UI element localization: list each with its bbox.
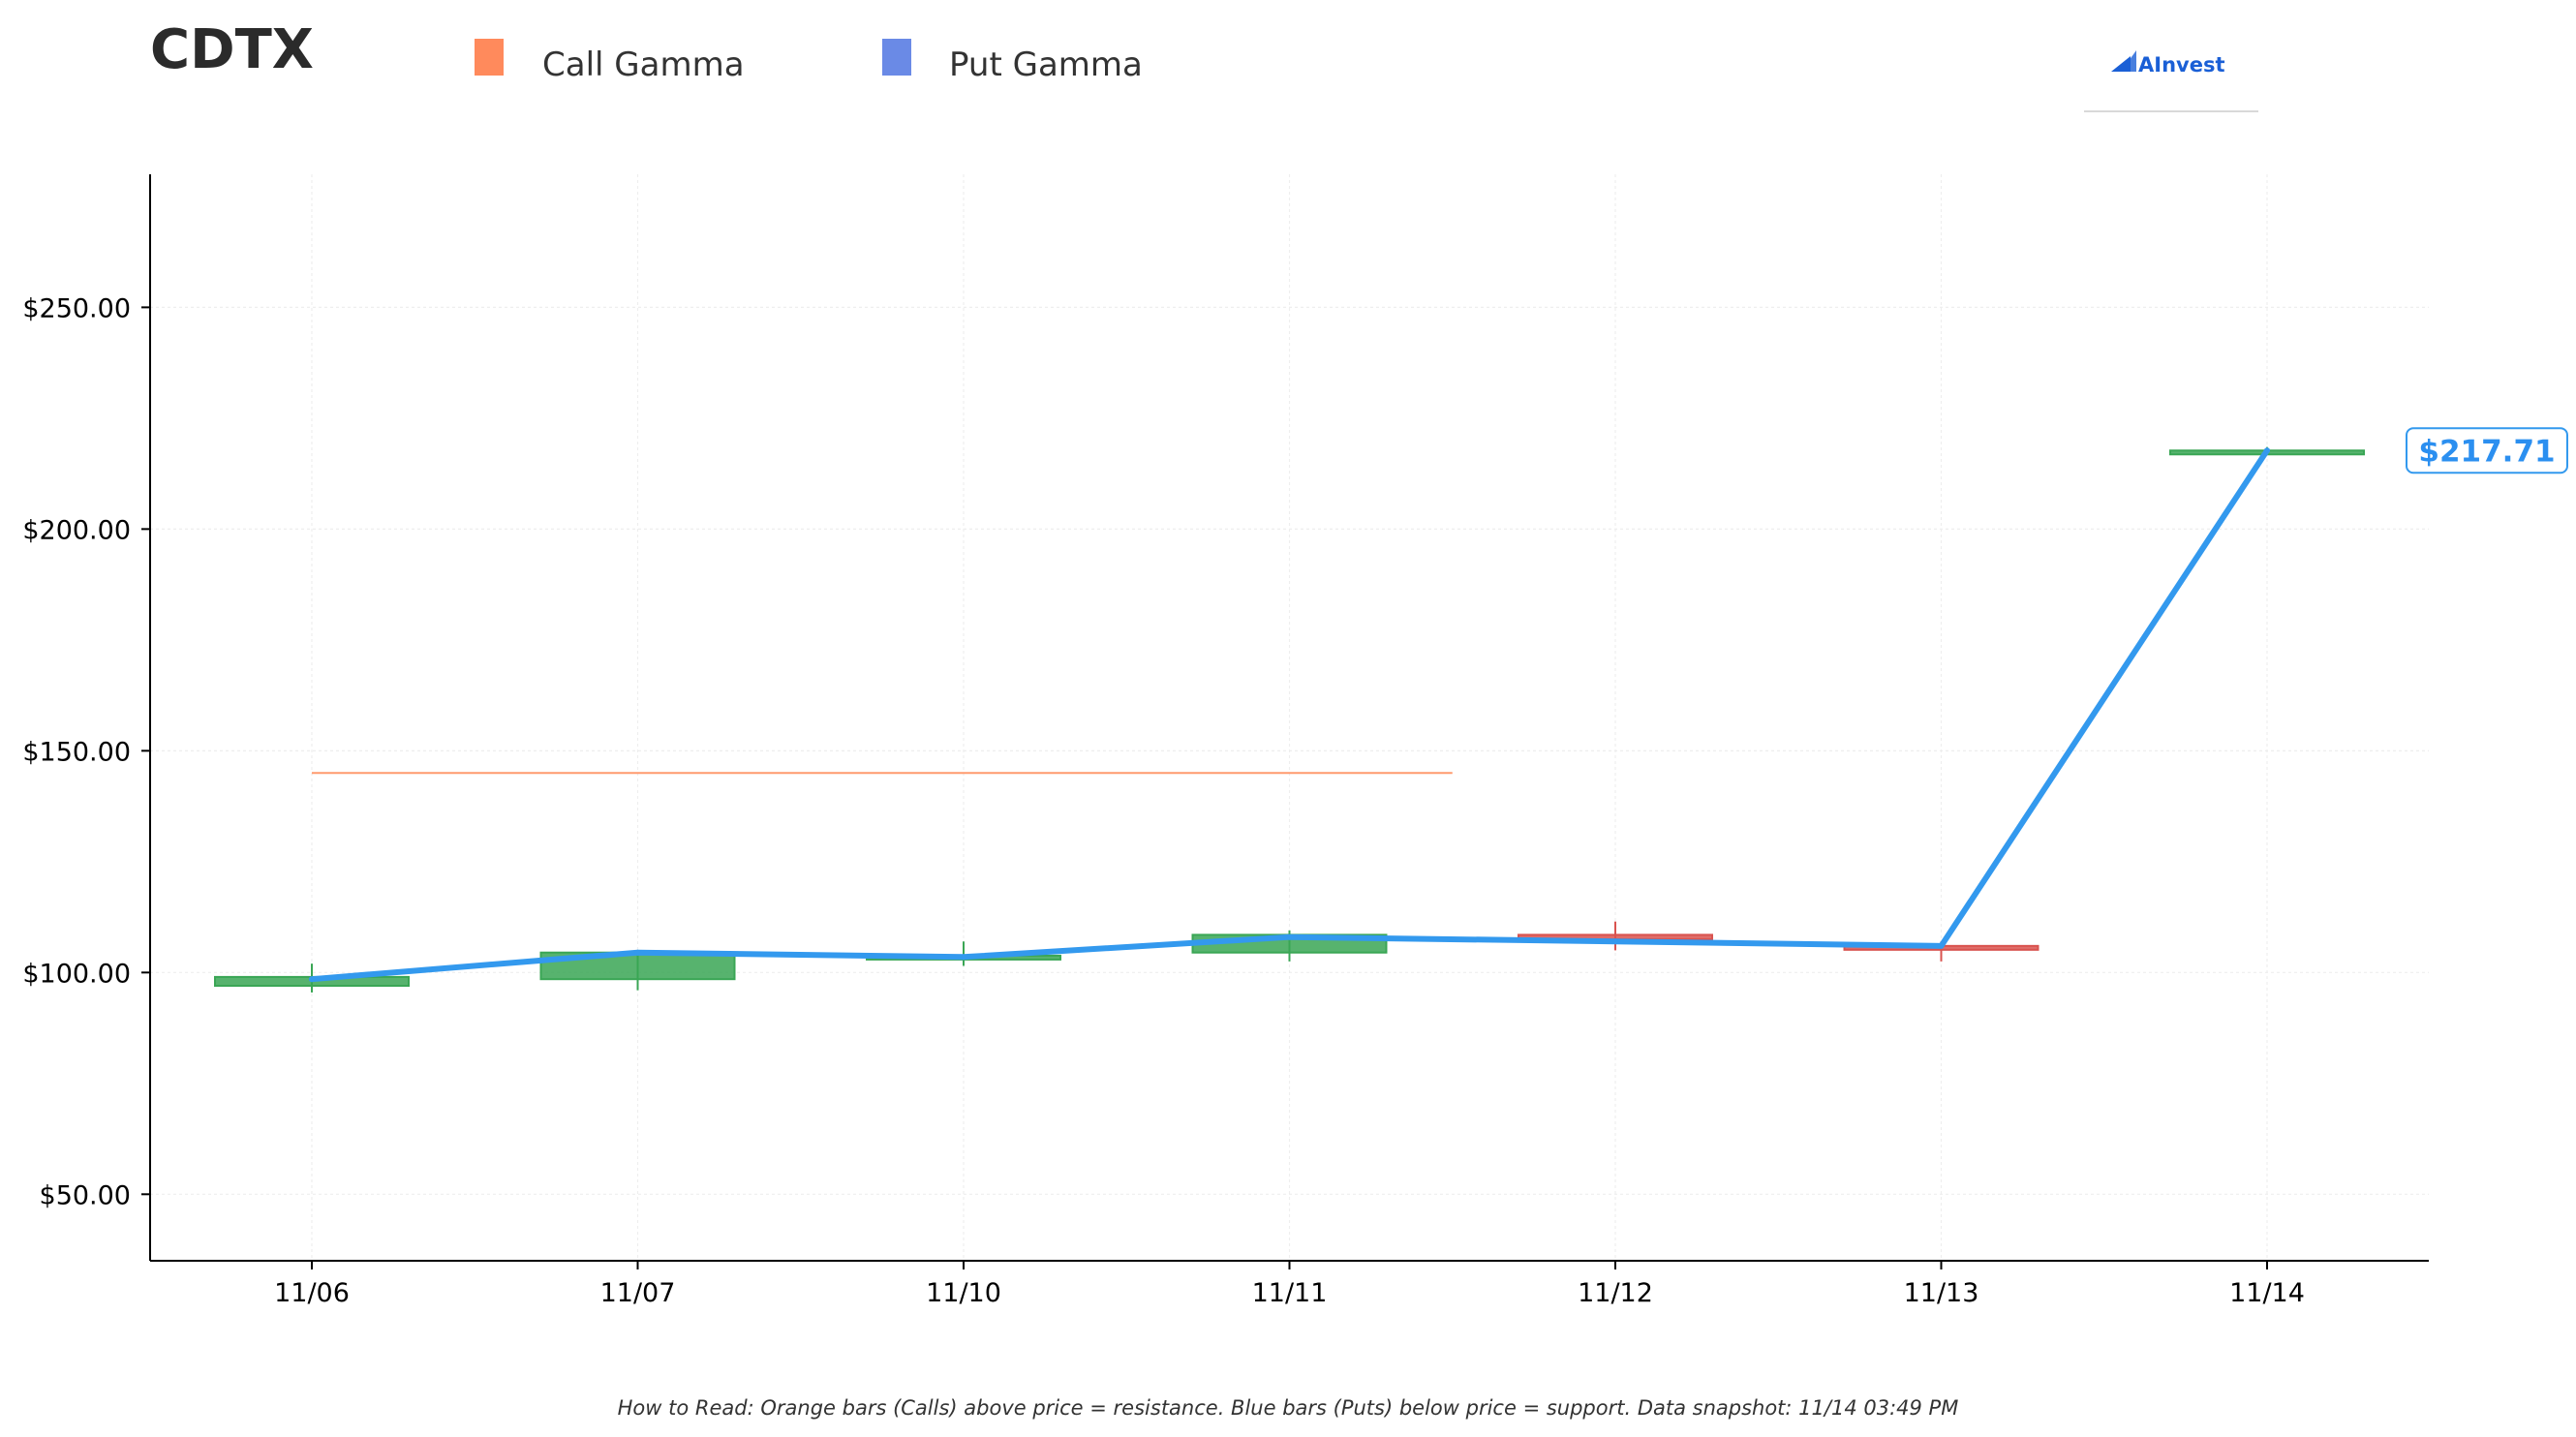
x-tick-label: 11/06 bbox=[274, 1278, 350, 1308]
price-point bbox=[2264, 447, 2270, 454]
x-tick-label: 11/07 bbox=[600, 1278, 676, 1308]
x-axis-ticks: 11/06 11/07 11/10 11/11 11/12 11/13 11/14 bbox=[274, 1261, 2305, 1308]
x-tick-label: 11/11 bbox=[1252, 1278, 1328, 1308]
price-point bbox=[961, 954, 966, 961]
y-tick-label: $200.00 bbox=[22, 515, 131, 545]
chart-title: CDTX bbox=[150, 18, 314, 81]
legend-put-gamma-swatch bbox=[882, 39, 911, 76]
ainvest-logo: AInvest bbox=[2084, 50, 2258, 112]
footer-note: How to Read: Orange bars (Calls) above p… bbox=[618, 1396, 1959, 1420]
y-axis-ticks: $50.00 $100.00 $150.00 $200.00 $250.00 bbox=[22, 293, 150, 1210]
legend-call-gamma-label: Call Gamma bbox=[542, 46, 745, 84]
legend-call-gamma-swatch bbox=[475, 39, 504, 76]
price-line-layer bbox=[309, 447, 2270, 983]
price-point bbox=[634, 949, 641, 956]
x-tick-label: 11/14 bbox=[2229, 1278, 2305, 1308]
grid bbox=[150, 174, 2429, 1261]
candle bbox=[1518, 921, 1713, 951]
price-point bbox=[309, 976, 315, 983]
price-point bbox=[1612, 938, 1618, 945]
current-price-badge: $217.71 bbox=[2406, 427, 2568, 474]
x-tick-label: 11/10 bbox=[926, 1278, 1001, 1308]
y-tick-label: $100.00 bbox=[22, 959, 131, 989]
y-tick-label: $150.00 bbox=[22, 737, 131, 767]
y-tick-label: $50.00 bbox=[40, 1180, 131, 1210]
current-price-label: $217.71 bbox=[2418, 434, 2555, 469]
price-point bbox=[1286, 933, 1293, 940]
y-tick-label: $250.00 bbox=[22, 293, 131, 323]
x-tick-label: 11/13 bbox=[1904, 1278, 1979, 1308]
legend-put-gamma-label: Put Gamma bbox=[949, 46, 1143, 84]
x-tick-label: 11/12 bbox=[1578, 1278, 1653, 1308]
logo-chart-icon bbox=[2111, 50, 2136, 72]
price-point bbox=[1938, 942, 1945, 949]
logo-text: AInvest bbox=[2138, 53, 2225, 76]
